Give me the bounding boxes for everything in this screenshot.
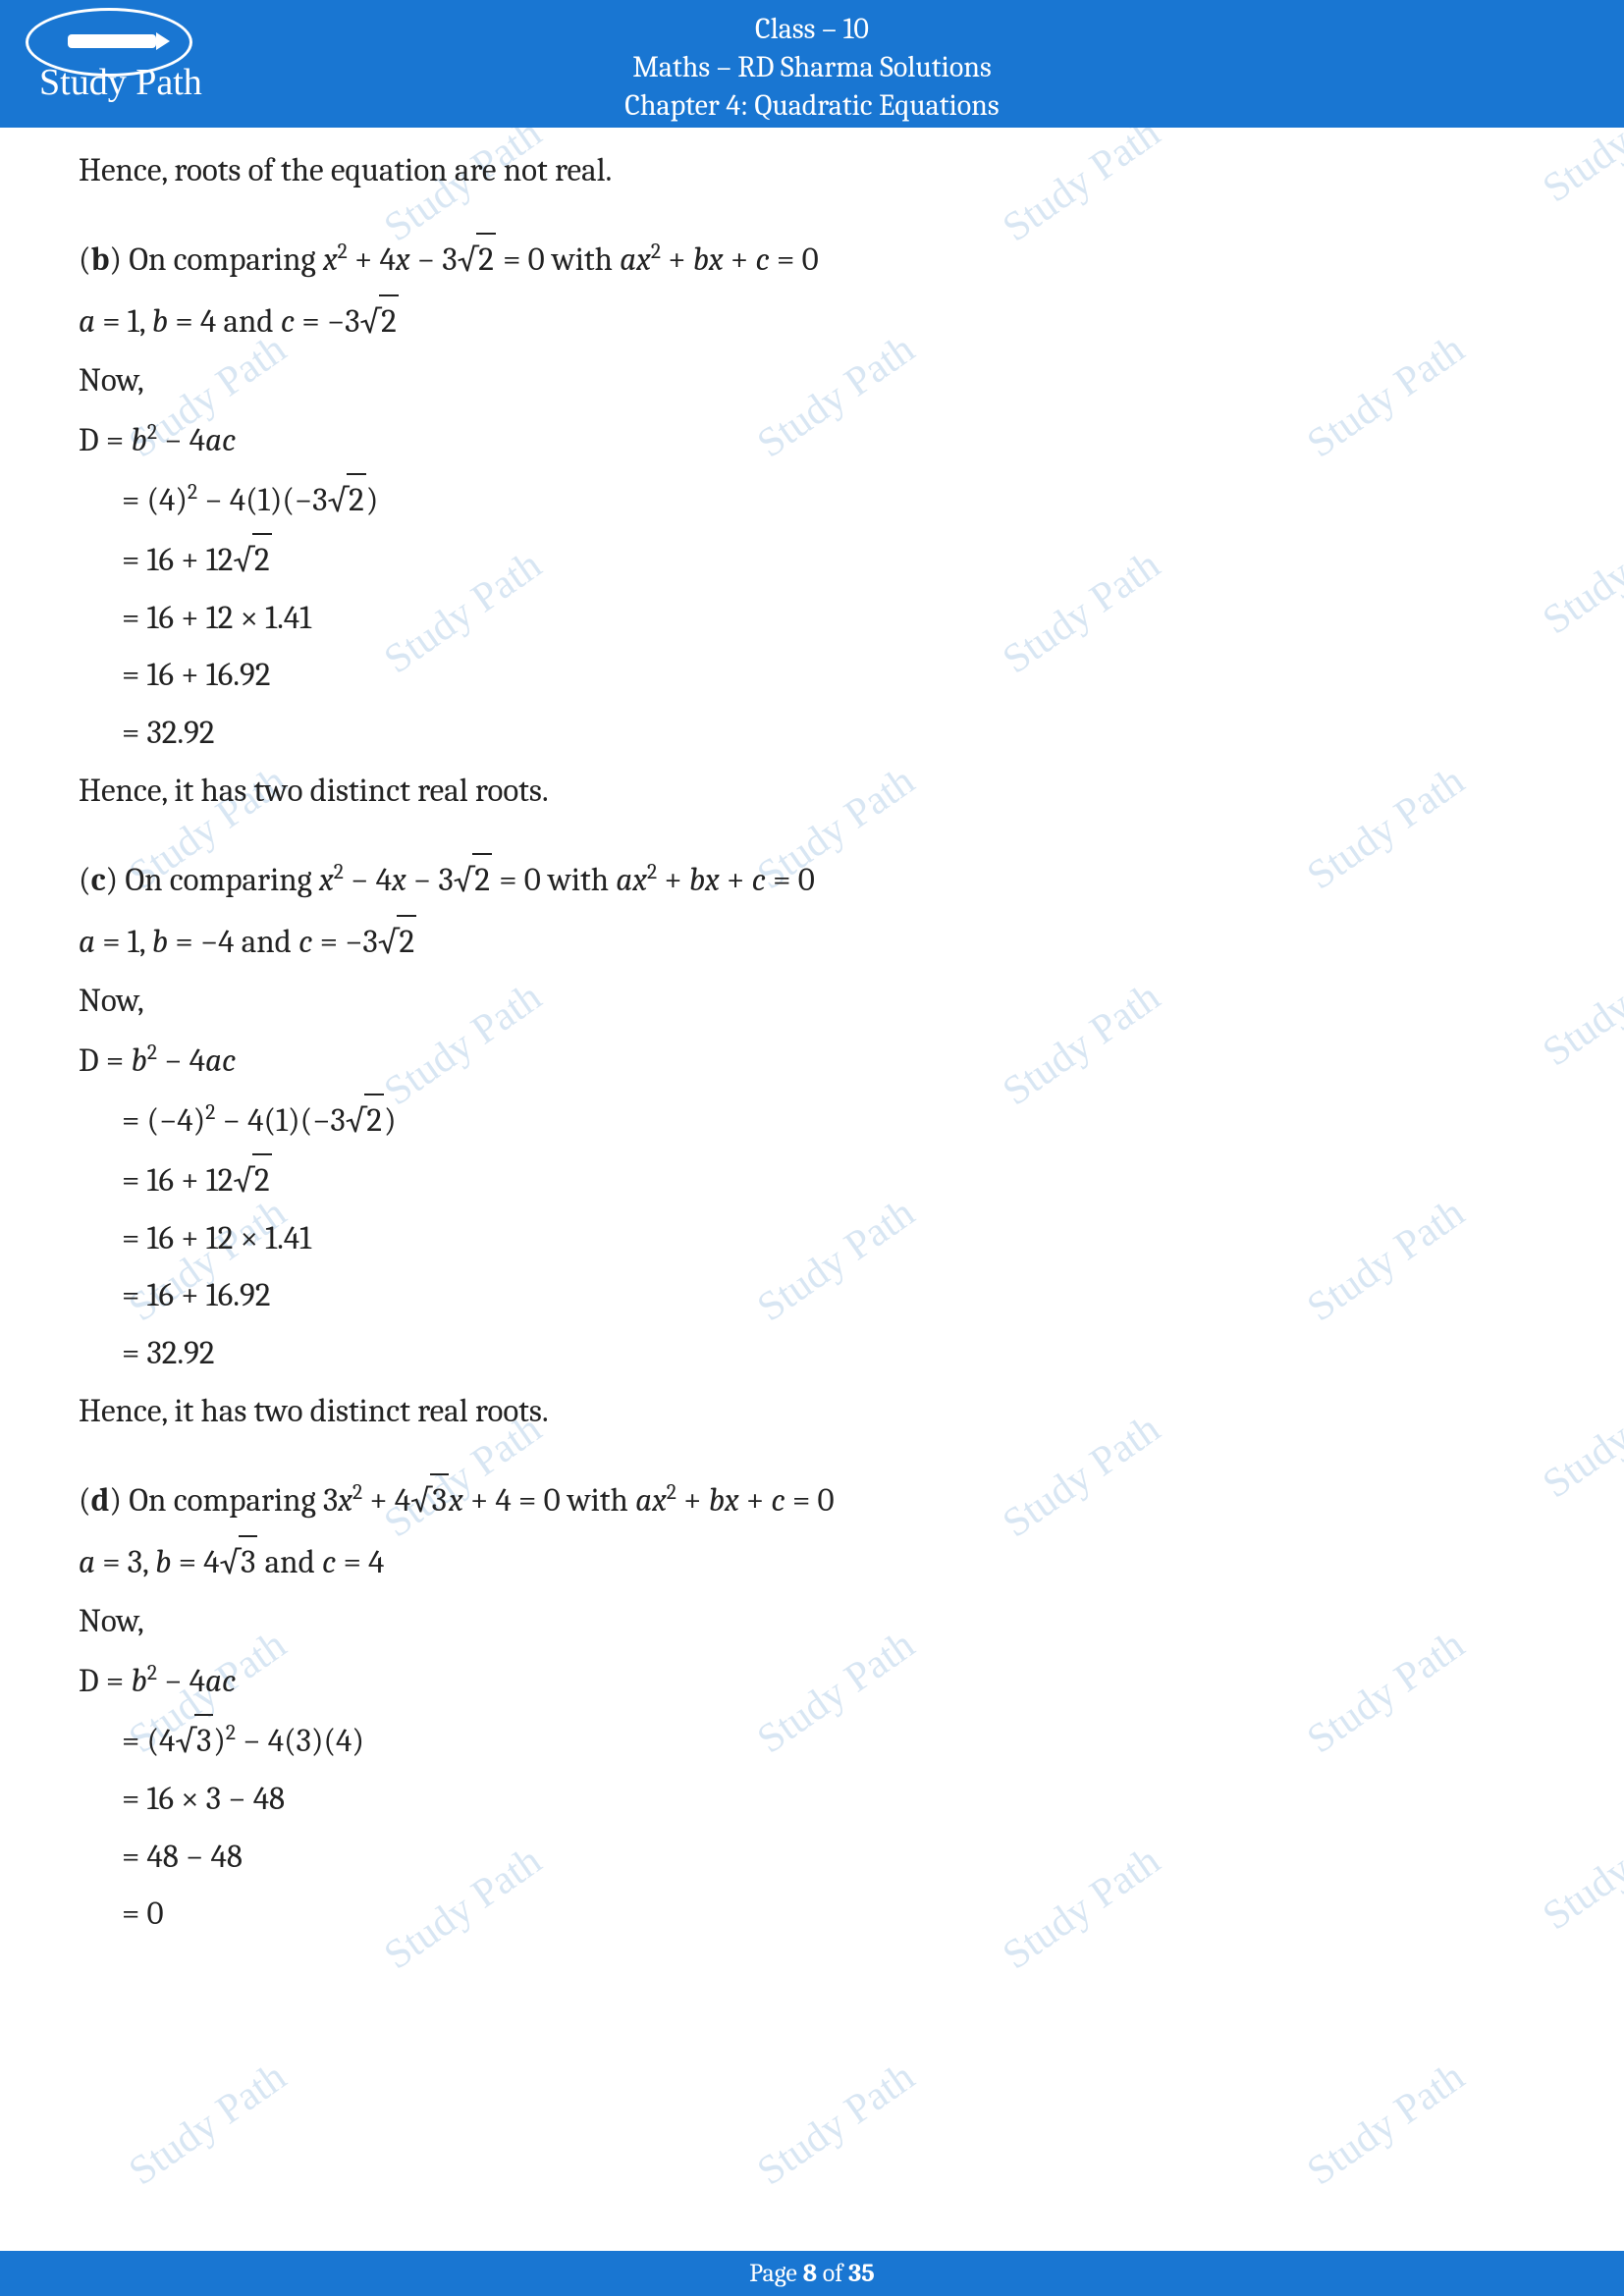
d-d3: = 16 × 3 − 48	[122, 1774, 1545, 1826]
part-c-compare: (c) On comparing x2 − 4x − 32 = 0 with a…	[79, 853, 1545, 907]
subject-label: Maths – RD Sharma Solutions	[0, 48, 1624, 86]
page-number: 8	[803, 2259, 817, 2288]
part-d-compare: (d) On comparing 3x2 + 43x + 4 = 0 with …	[79, 1473, 1545, 1527]
part-b-label: b	[91, 241, 110, 279]
b-d5: = 16 + 16.92	[122, 650, 1545, 702]
d-now: Now,	[79, 1596, 1545, 1648]
c-now: Now,	[79, 976, 1545, 1028]
watermark: Study Path	[121, 2054, 296, 2195]
d-d4: = 48 − 48	[122, 1832, 1545, 1884]
b-conclusion: Hence, it has two distinct real roots.	[79, 766, 1545, 818]
part-d-label: d	[91, 1482, 110, 1520]
c-d2: = (−4)2 − 4(1)(−32)	[122, 1094, 1545, 1148]
d-coeffs: a = 3, b = 43 and c = 4	[79, 1535, 1545, 1589]
logo-text: Study Path	[39, 61, 202, 104]
c-mid: with	[541, 862, 616, 899]
b-mid: with	[545, 241, 620, 279]
c-conclusion: Hence, it has two distinct real roots.	[79, 1386, 1545, 1438]
b-d4: = 16 + 12 × 1.41	[122, 593, 1545, 645]
page-total: 35	[848, 2259, 875, 2288]
intro-line: Hence, roots of the equation are not rea…	[79, 145, 1545, 197]
c-d3: = 16 + 122	[122, 1153, 1545, 1207]
d-d1: D = b2 − 4ac	[79, 1656, 1545, 1708]
b-d3: = 16 + 122	[122, 533, 1545, 587]
page-header: Study Path Class – 10 Maths – RD Sharma …	[0, 0, 1624, 128]
class-label: Class – 10	[0, 10, 1624, 48]
page-footer: Page 8 of 35	[0, 2251, 1624, 2296]
part-c-label: c	[91, 862, 106, 899]
footer-mid: of	[817, 2259, 848, 2288]
b-d1: D = b2 − 4ac	[79, 415, 1545, 467]
b-d6: = 32.92	[122, 708, 1545, 760]
content-body: Hence, roots of the equation are not rea…	[0, 128, 1624, 1941]
b-pre: ) On comparing	[109, 241, 323, 279]
chapter-label: Chapter 4: Quadratic Equations	[0, 86, 1624, 125]
c-d4: = 16 + 12 × 1.41	[122, 1213, 1545, 1265]
b-d2: = (4)2 − 4(1)(−32)	[122, 473, 1545, 527]
c-d5: = 16 + 16.92	[122, 1270, 1545, 1322]
watermark: Study Path	[749, 2054, 924, 2195]
d-mid: with	[561, 1482, 635, 1520]
b-coeffs: a = 1, b = 4 and c = −32	[79, 294, 1545, 348]
c-pre: ) On comparing	[105, 862, 319, 899]
d-d2: = (43)2 − 4(3)(4)	[122, 1714, 1545, 1768]
d-pre: ) On comparing	[109, 1482, 323, 1520]
c-d1: D = b2 − 4ac	[79, 1036, 1545, 1088]
logo: Study Path	[26, 8, 202, 77]
pencil-icon	[68, 34, 156, 48]
footer-pre: Page	[749, 2259, 802, 2288]
d-d5: = 0	[122, 1889, 1545, 1941]
part-b-compare: (b) On comparing x2 + 4x − 32 = 0 with a…	[79, 233, 1545, 287]
c-coeffs: a = 1, b = −4 and c = −32	[79, 915, 1545, 969]
watermark: Study Path	[1299, 2054, 1474, 2195]
c-d6: = 32.92	[122, 1328, 1545, 1380]
b-now: Now,	[79, 355, 1545, 407]
